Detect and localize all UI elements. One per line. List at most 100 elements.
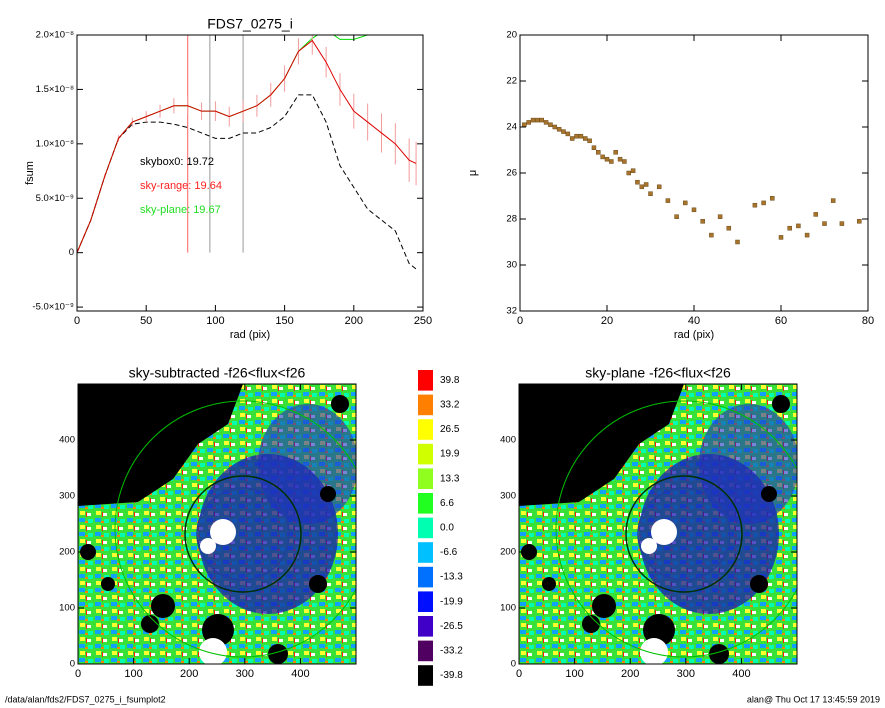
y-tick-label: 28 <box>506 214 517 225</box>
y-axis-label: μ <box>467 170 479 176</box>
point <box>526 120 531 125</box>
point <box>822 221 827 226</box>
x-axis-label: rad (pix) <box>230 329 270 341</box>
point <box>700 219 705 224</box>
footer-path: /data/alan/fds2/FDS7_0275_i_fsumplot2 <box>5 694 166 704</box>
point <box>804 232 810 238</box>
x-tick-label: 0 <box>74 315 80 327</box>
y-tick-label: 32 <box>506 306 517 317</box>
point <box>830 198 836 203</box>
y-tick-label: 300 <box>59 491 75 502</box>
annotation: sky-range: 19.64 <box>140 180 222 192</box>
y-tick-label: 200 <box>500 547 516 558</box>
point <box>609 159 614 164</box>
y-tick-label: -5.0×10⁻⁹ <box>32 302 74 313</box>
colorbar-label: -39.8 <box>440 670 463 681</box>
colorbar-label: -13.3 <box>440 572 463 583</box>
x-tick-label: 20 <box>601 315 613 327</box>
colorbar-label: -26.5 <box>440 621 463 632</box>
x-tick-label: 300 <box>677 668 695 680</box>
point <box>691 207 697 213</box>
color-swatch <box>418 517 433 539</box>
x-tick-label: 100 <box>206 315 224 327</box>
color-swatch <box>418 394 433 416</box>
colorbar-label: 0.0 <box>440 523 454 534</box>
point <box>656 184 662 190</box>
color-swatch <box>418 591 433 612</box>
point <box>726 225 732 231</box>
x-tick-label: 0 <box>75 668 81 680</box>
y-tick-label: 1.0×10⁻⁸ <box>36 138 74 149</box>
color-swatch <box>418 616 433 637</box>
point <box>600 154 605 160</box>
y-tick-label: 0 <box>70 659 75 670</box>
plot-frame <box>519 34 869 312</box>
colorbar-label: -6.6 <box>440 547 458 558</box>
y-tick-label: 0 <box>69 247 74 258</box>
color-swatch <box>418 370 433 391</box>
color-swatch <box>418 493 433 514</box>
y-tick-label: 400 <box>500 435 516 446</box>
colorbar-label: 6.6 <box>440 498 454 509</box>
point <box>578 133 584 139</box>
plot-frame <box>76 34 424 312</box>
point <box>839 221 845 226</box>
x-tick-label: 60 <box>775 315 787 327</box>
x-tick-label: 150 <box>275 315 293 327</box>
chart-title: FDS7_0275_i <box>207 16 293 32</box>
chart-title: sky-subtracted -f26<flux<f26 <box>129 365 306 381</box>
point <box>596 150 601 155</box>
y-tick-label: 200 <box>59 547 75 558</box>
color-swatch <box>418 640 433 662</box>
y-tick-label: 5.0×10⁻⁹ <box>36 193 74 204</box>
color-swatch <box>418 665 433 686</box>
x-tick-label: 0 <box>516 668 522 680</box>
point <box>857 219 862 224</box>
annotation: sky-plane: 19.67 <box>140 204 221 216</box>
color-swatch <box>418 468 433 489</box>
point <box>796 223 801 229</box>
color-swatch <box>418 542 433 563</box>
annotation: skybox0: 19.72 <box>140 156 214 168</box>
colorbar-label: -33.2 <box>440 646 463 657</box>
y-tick-label: 30 <box>506 260 517 271</box>
point <box>683 200 688 206</box>
y-tick-label: 100 <box>500 603 516 614</box>
x-tick-label: 100 <box>565 668 583 680</box>
point <box>543 120 549 125</box>
point <box>787 225 792 231</box>
x-tick-label: 200 <box>345 315 363 327</box>
point <box>548 122 553 127</box>
y-tick-label: 400 <box>59 435 75 446</box>
point <box>665 198 671 203</box>
y-tick-label: 300 <box>500 491 516 502</box>
plot-frame <box>518 383 798 665</box>
plot-frame <box>77 383 357 665</box>
point <box>552 124 558 130</box>
colorbar-label: 19.9 <box>440 449 460 460</box>
x-tick-label: 200 <box>621 668 639 680</box>
plot-area <box>77 35 417 270</box>
colorbar-label: 33.2 <box>440 400 460 411</box>
x-tick-label: 40 <box>688 315 700 327</box>
colorbar-label: 39.8 <box>440 375 460 386</box>
point <box>565 131 571 137</box>
point <box>604 156 610 162</box>
colorbar-label: 26.5 <box>440 424 460 435</box>
point <box>674 214 679 219</box>
x-tick-label: 200 <box>180 668 198 680</box>
x-tick-label: 100 <box>124 668 142 680</box>
point <box>717 214 723 219</box>
x-axis-label: rad (pix) <box>674 329 714 341</box>
point <box>556 127 562 132</box>
sky-image <box>78 384 371 666</box>
point <box>643 182 649 187</box>
chart-title: sky-plane -f26<flux<f26 <box>585 365 731 381</box>
y-axis-label: fsum <box>24 161 36 185</box>
footer-stamp: alan@ Thu Oct 17 13:45:59 2019 <box>747 694 880 704</box>
x-tick-label: 80 <box>862 315 874 327</box>
y-tick-label: 26 <box>506 168 517 179</box>
point <box>569 136 575 141</box>
point <box>539 117 544 123</box>
point <box>613 150 618 155</box>
